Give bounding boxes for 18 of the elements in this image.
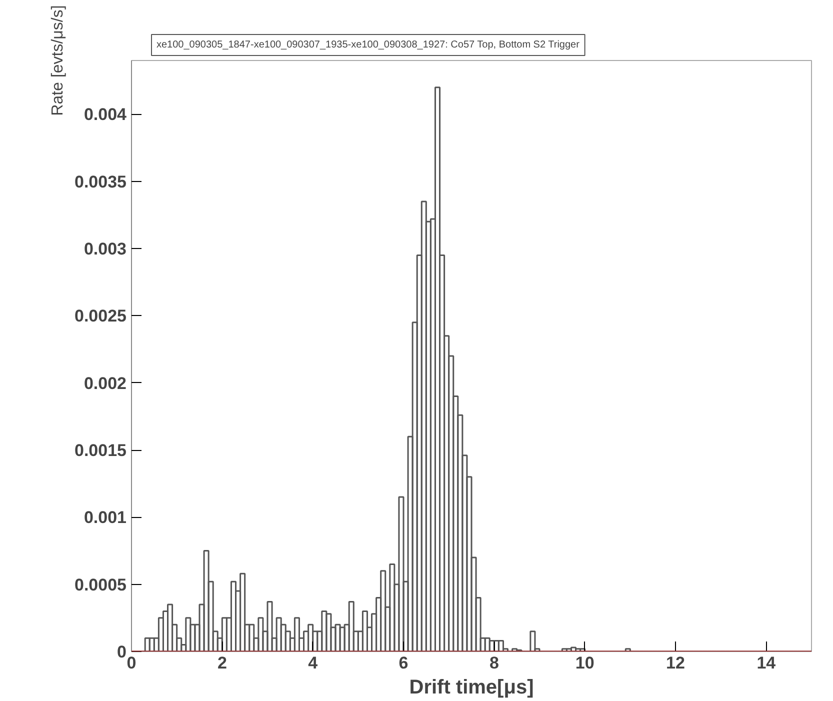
x-tick-label: 4 [308,654,318,672]
y-tick-label: 0.0035 [74,172,127,192]
x-axis-title: Drift time[μs] [409,676,534,698]
x-tick-label: 10 [575,654,594,672]
y-tick-label: 0.001 [84,508,127,528]
x-tick-label: 12 [666,654,685,672]
y-tick-label: 0.004 [84,105,128,124]
y-tick-label: 0.0025 [74,306,127,326]
y-axis-title: Rate [evts/μs/s] [50,5,67,116]
y-tick-label: 0.0015 [74,441,127,460]
y-tick-label: 0.003 [84,240,127,259]
x-tick-label: 8 [489,654,499,672]
y-tick-label: 0.0005 [74,575,127,594]
x-tick-label: 6 [398,654,408,672]
chart-title: xe100_090305_1847-xe100_090307_1935-xe100_090308_1927: Co57 Top, Bottom S2 Trigger [156,40,580,50]
x-tick-label: 14 [756,654,776,672]
y-tick-label: 0.002 [84,374,127,393]
x-tick-label: 2 [217,654,227,672]
